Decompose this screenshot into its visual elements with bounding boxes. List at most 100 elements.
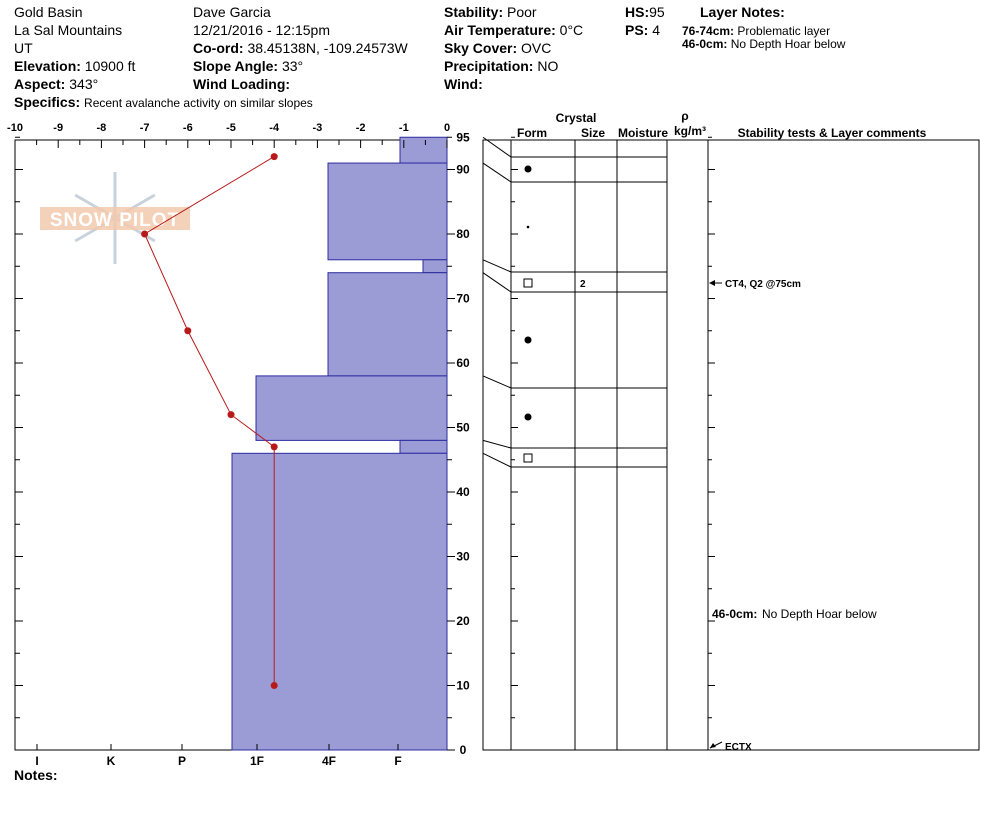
temperature-point	[141, 230, 149, 238]
depth-tick-label: 60	[456, 356, 470, 370]
layer-connector	[482, 375, 512, 389]
snowpilot-logo: SNOW PILOT	[40, 172, 190, 264]
layer-connector	[482, 136, 512, 158]
air-temp-row: Air Temperature: 0°C	[444, 22, 583, 38]
hardness-tick-label: P	[178, 754, 186, 768]
state: UT	[14, 40, 33, 56]
air-temp-value: 0°C	[559, 22, 584, 38]
layer-note-0: 76-74cm: Problematic layer	[682, 24, 830, 38]
layer-connector	[482, 259, 512, 273]
comment-range: 46-0cm:	[712, 607, 757, 621]
comment-arrowhead	[709, 280, 715, 286]
specifics-label: Specifics:	[14, 94, 81, 110]
hardness-bar	[399, 136, 448, 164]
layer-connector	[482, 162, 512, 183]
mountain-range: La Sal Mountains	[14, 22, 123, 38]
temp-tick-label: -3	[313, 122, 323, 134]
layer-note-text: Problematic layer	[737, 24, 831, 38]
air-temp-label: Air Temperature:	[444, 22, 556, 38]
hardness-bar	[327, 272, 448, 377]
header-rho: ρ	[681, 109, 688, 123]
hardness-bar	[231, 452, 448, 751]
comment-text: ECTX	[725, 742, 752, 753]
depth-tick-label: 20	[456, 614, 470, 628]
wind-loading-label: Wind Loading:	[193, 76, 291, 92]
hardness-bar	[422, 259, 448, 274]
layer-note-range: 76-74cm:	[682, 24, 735, 38]
header-size: Size	[581, 126, 605, 140]
slope-row: Slope Angle: 33°	[193, 58, 303, 74]
comment-arrowhead	[710, 743, 716, 748]
temp-tick-label: -5	[226, 122, 236, 134]
precip-value: NO	[537, 58, 559, 74]
crystal-size: 2	[580, 279, 586, 290]
layer-connector	[482, 452, 512, 468]
crystal-form-rounds	[524, 336, 532, 344]
temperature-point	[227, 411, 235, 419]
layer-note-1: 46-0cm: No Depth Hoar below	[682, 37, 845, 51]
precip-row: Precipitation: NO	[444, 58, 558, 74]
depth-tick-label: 80	[456, 227, 470, 241]
elevation-row: Elevation: 10900 ft	[14, 58, 135, 74]
slope-label: Slope Angle:	[193, 58, 279, 74]
wind-label: Wind:	[444, 76, 483, 92]
specifics-value: Recent avalanche activity on similar slo…	[84, 96, 313, 110]
observer: Dave Garcia	[193, 4, 271, 20]
temperature-point	[270, 682, 278, 689]
datetime: 12/21/2016 - 12:15pm	[193, 22, 330, 38]
crystal-form-rounds	[524, 165, 532, 173]
hardness-tick-label: 1F	[250, 754, 264, 768]
location: Gold Basin	[14, 4, 83, 20]
sky-label: Sky Cover:	[444, 40, 518, 56]
logo-band	[40, 207, 190, 230]
crystal-form-small	[526, 225, 530, 229]
wind-row: Wind:	[444, 76, 483, 92]
stability-value: Poor	[507, 4, 537, 20]
header-form: Form	[517, 126, 547, 140]
hardness-tick-label: 4F	[322, 754, 336, 768]
sky-row: Sky Cover: OVC	[444, 40, 551, 56]
temperature-line	[143, 156, 275, 686]
hs-value: 95	[649, 4, 665, 20]
depth-tick-label: 10	[456, 679, 470, 693]
hardness-bar	[327, 162, 448, 261]
slope-value: 33°	[281, 58, 304, 74]
hs-row: HS:95	[625, 4, 665, 20]
coord-value: 38.45138N, -109.24573W	[247, 40, 408, 56]
temperature-point	[270, 153, 278, 161]
hardness-tick-label: I	[35, 754, 38, 768]
depth-tick-label: 70	[456, 292, 470, 306]
depth-tick-label: 95	[456, 130, 470, 144]
temp-tick-label: -10	[7, 122, 23, 134]
hs-label: HS:	[625, 4, 650, 20]
ps-value: 4	[652, 22, 661, 38]
ps-row: PS: 4	[625, 22, 660, 38]
depth-tick-label: 50	[456, 421, 470, 435]
hardness-tick-label: K	[107, 754, 116, 768]
hardness-bar	[255, 375, 448, 441]
hardness-tick-label: F	[394, 754, 401, 768]
comment-text: No Depth Hoar below	[762, 607, 877, 621]
temp-tick-label: -7	[140, 122, 150, 134]
logo-text: SNOW PILOT	[50, 210, 180, 231]
aspect-value: 343°	[69, 76, 99, 92]
coord-label: Co-ord:	[193, 40, 244, 56]
notes-label: Notes:	[14, 767, 58, 783]
temperature-point	[184, 327, 192, 335]
precip-label: Precipitation:	[444, 58, 534, 74]
layer-notes-title: Layer Notes:	[700, 4, 785, 20]
temp-tick-label: -8	[97, 122, 107, 134]
stability-row: Stability: Poor	[444, 4, 537, 20]
elevation-value: 10900 ft	[84, 58, 136, 74]
temp-tick-label: -9	[53, 122, 63, 134]
layer-connector	[482, 272, 512, 293]
layer-connector	[482, 439, 512, 449]
wind-loading-row: Wind Loading:	[193, 76, 290, 92]
header-crystal: Crystal	[556, 111, 597, 125]
hardness-bar	[399, 439, 448, 454]
sky-value: OVC	[521, 40, 552, 56]
crystal-form-faceted	[523, 453, 533, 463]
ps-label: PS:	[625, 22, 649, 38]
layer-note-range: 46-0cm:	[682, 37, 728, 51]
